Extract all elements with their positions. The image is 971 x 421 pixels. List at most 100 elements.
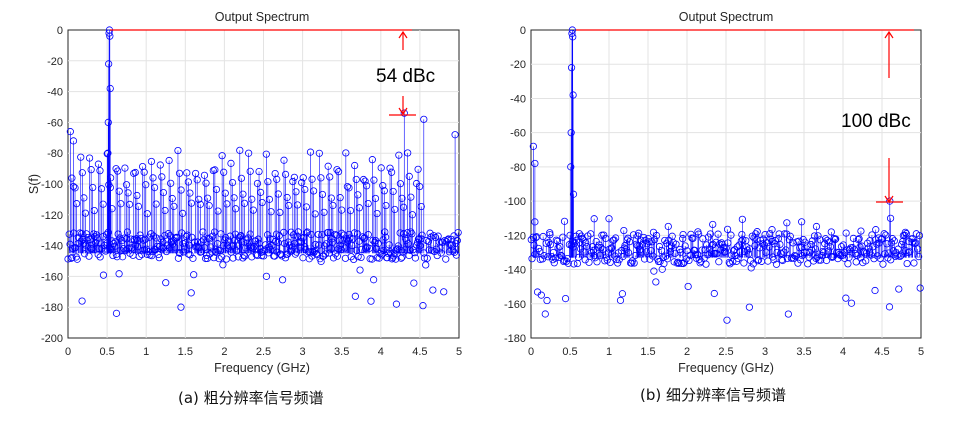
- data-point: [854, 236, 862, 244]
- y-tick-label: -140: [41, 241, 63, 253]
- data-point: [183, 231, 191, 239]
- x-tick-label: 3: [762, 346, 768, 358]
- data-point: [369, 236, 377, 244]
- panel-b-x-ticks: 0 0.5 1 1.5 2 2.5 3 3.5 4 4.5 5: [528, 346, 924, 358]
- data-point: [408, 211, 416, 219]
- panel-b-title: Output Spectrum: [679, 10, 774, 24]
- data-point: [145, 233, 153, 241]
- data-point: [195, 195, 203, 203]
- data-point: [326, 173, 334, 181]
- x-tick-label: 1.5: [640, 346, 655, 358]
- data-point: [202, 179, 210, 187]
- data-point: [392, 255, 400, 263]
- x-tick-label: 4: [840, 346, 846, 358]
- data-point: [902, 230, 910, 238]
- data-point: [819, 247, 827, 256]
- data-point: [672, 240, 680, 248]
- data-point: [400, 109, 408, 117]
- data-point: [183, 169, 191, 177]
- data-point: [324, 162, 332, 170]
- data-point: [374, 239, 383, 248]
- x-tick-label: 0: [528, 346, 534, 358]
- data-point: [671, 249, 679, 257]
- data-point: [237, 174, 245, 182]
- data-point: [779, 256, 787, 265]
- x-tick-label: 0.5: [99, 346, 114, 358]
- data-point: [115, 270, 123, 278]
- data-point: [162, 279, 170, 287]
- data-point: [766, 230, 774, 238]
- data-point: [714, 230, 722, 238]
- data-point: [223, 200, 231, 208]
- data-point: [68, 253, 76, 262]
- panel-b-x-label: Frequency (GHz): [678, 361, 774, 375]
- data-point: [373, 209, 381, 218]
- data-point: [814, 232, 822, 240]
- data-point: [398, 194, 406, 202]
- data-point: [99, 271, 108, 279]
- data-point: [141, 235, 149, 243]
- data-point: [808, 246, 816, 254]
- data-point: [685, 256, 693, 265]
- panel-b-fine-spectrum: 100 dBc 0 0.5 1 1.5 2 2.5 3 3.5 4 4.5 5 0 -20 -40 -60…: [504, 10, 924, 375]
- data-point: [915, 252, 923, 261]
- data-point: [709, 220, 717, 229]
- data-point: [588, 243, 597, 251]
- x-tick-label: 3.5: [334, 346, 349, 358]
- data-point: [837, 242, 846, 251]
- data-point: [117, 200, 125, 208]
- data-point: [583, 242, 591, 251]
- data-point: [337, 245, 345, 254]
- data-point: [346, 206, 355, 215]
- data-point: [891, 252, 899, 261]
- data-point: [85, 252, 93, 260]
- data-point: [238, 238, 246, 246]
- data-point: [80, 194, 88, 202]
- data-point: [842, 294, 850, 302]
- data-point: [88, 245, 96, 253]
- data-point: [773, 248, 781, 257]
- data-point: [540, 252, 548, 260]
- data-point: [363, 182, 371, 190]
- data-point: [628, 257, 636, 265]
- data-point: [255, 167, 263, 176]
- x-tick-label: 1: [143, 346, 149, 358]
- data-point: [590, 215, 598, 223]
- data-point: [399, 248, 407, 256]
- data-point: [310, 247, 319, 255]
- data-point: [754, 257, 762, 265]
- data-point: [770, 240, 778, 248]
- data-point: [371, 194, 380, 203]
- data-point: [405, 172, 413, 180]
- data-point: [863, 239, 872, 247]
- data-point: [170, 202, 178, 210]
- data-point: [395, 246, 403, 254]
- data-point: [105, 60, 113, 68]
- panel-b-annotation: 100 dBc: [576, 29, 914, 204]
- data-point: [132, 235, 141, 243]
- data-point: [185, 241, 193, 249]
- data-point: [876, 254, 884, 263]
- data-point: [582, 239, 590, 247]
- data-point: [761, 231, 769, 239]
- data-point: [220, 168, 228, 176]
- data-point: [94, 160, 103, 168]
- y-tick-label: -160: [41, 271, 63, 283]
- data-point: [147, 157, 156, 166]
- data-point: [564, 259, 572, 267]
- data-point: [139, 162, 147, 171]
- data-point: [119, 253, 127, 261]
- data-point: [106, 32, 114, 40]
- data-point: [537, 291, 545, 299]
- data-point: [112, 309, 121, 317]
- data-point: [245, 149, 253, 157]
- data-point: [345, 230, 353, 239]
- data-point: [301, 185, 309, 194]
- data-point: [602, 253, 611, 261]
- data-point: [826, 243, 835, 251]
- data-point: [207, 243, 215, 251]
- data-point: [606, 258, 614, 267]
- data-point: [567, 64, 576, 72]
- data-point: [612, 234, 620, 242]
- data-point: [281, 254, 290, 262]
